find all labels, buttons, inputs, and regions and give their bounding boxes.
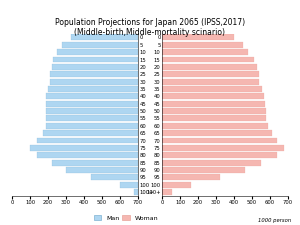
Bar	[52, 64, 138, 70]
Bar	[162, 152, 277, 158]
Bar	[50, 79, 138, 85]
Bar	[46, 108, 138, 114]
Bar	[30, 145, 138, 151]
Bar	[162, 49, 248, 55]
Bar	[162, 79, 259, 85]
Bar	[46, 101, 138, 107]
Bar	[162, 34, 234, 40]
Bar	[162, 130, 272, 136]
Bar	[162, 167, 245, 173]
Bar	[120, 182, 138, 188]
Bar	[134, 189, 138, 195]
Bar	[57, 49, 138, 55]
Bar	[162, 93, 264, 99]
Bar	[162, 115, 266, 121]
Bar	[162, 86, 262, 92]
Bar	[162, 56, 254, 63]
Bar	[162, 145, 284, 151]
Bar	[43, 130, 138, 136]
Bar	[162, 101, 265, 107]
Bar	[91, 174, 138, 180]
Bar	[52, 160, 138, 166]
Bar	[162, 137, 277, 144]
Bar	[62, 42, 138, 48]
Bar	[48, 86, 138, 92]
Bar	[37, 137, 138, 144]
Bar	[50, 71, 138, 77]
Bar	[162, 189, 172, 195]
Bar	[46, 93, 138, 99]
Bar	[162, 108, 266, 114]
Bar	[162, 71, 259, 77]
Bar	[162, 42, 243, 48]
Text: 1000 person: 1000 person	[258, 218, 291, 223]
Bar	[46, 123, 138, 129]
Bar	[162, 160, 261, 166]
Bar	[162, 174, 220, 180]
Text: Population Projections for Japan 2065 (IPSS,2017)
(Middle-birth,Middle-mortality: Population Projections for Japan 2065 (I…	[55, 18, 245, 37]
Bar	[162, 182, 191, 188]
Bar	[37, 152, 138, 158]
Bar	[71, 34, 138, 40]
Legend: Man, Woman: Man, Woman	[92, 214, 160, 222]
Bar	[162, 64, 257, 70]
Bar	[162, 123, 268, 129]
Bar	[46, 115, 138, 121]
Bar	[53, 56, 138, 63]
Bar	[66, 167, 138, 173]
